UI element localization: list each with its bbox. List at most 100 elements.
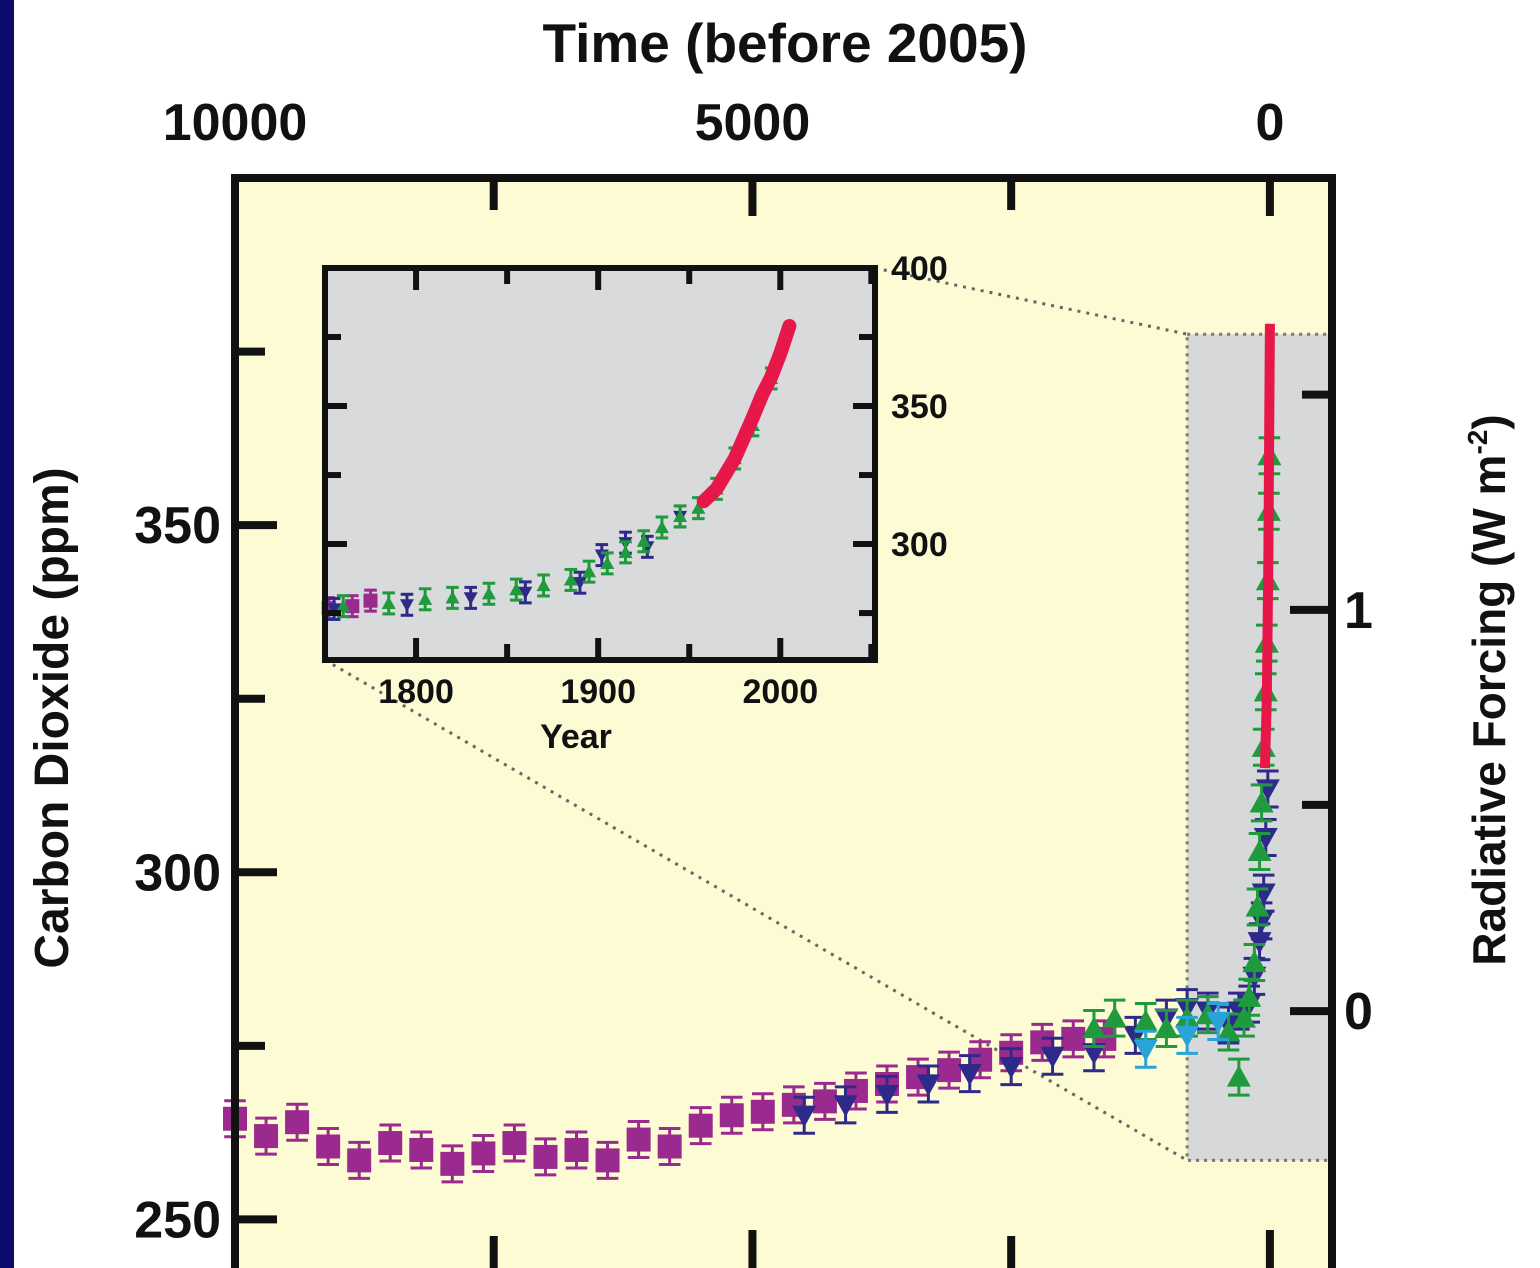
main-instrumental-line (1259, 323, 1275, 769)
main-series-4-point-3-marker (1206, 1011, 1231, 1034)
main-series-1-point-2-marker (254, 1124, 279, 1149)
main-series-1-point-6-marker (378, 1131, 403, 1156)
top-axis-tick-label-5000: 5000 (695, 94, 811, 152)
main-series-2-point-4 (916, 1064, 941, 1104)
main-series-1-point-5-marker (347, 1148, 372, 1173)
main-series-1-point-14-marker (626, 1127, 651, 1152)
main-series-1-point-20-marker (812, 1089, 837, 1114)
inset-series-3-point-5-marker (481, 586, 496, 600)
main-series-3-point-14 (1249, 783, 1274, 823)
inset-y-tick-label-400: 400 (891, 250, 948, 288)
inset-series-2-point-4-marker (518, 586, 533, 600)
inset-series-3-point-3 (418, 587, 433, 612)
main-series-1-point-17-marker (719, 1103, 744, 1128)
inset-series-3-point-2-marker (381, 596, 396, 610)
main-series-1-point-16 (688, 1106, 713, 1146)
main-series-1-point-6 (378, 1123, 403, 1163)
inset-series-3-point-13 (654, 515, 669, 540)
right-axis-title-close: ) (1463, 414, 1515, 429)
inset-series-3-point-4 (445, 585, 460, 610)
inset-series-2-point-2 (399, 592, 414, 617)
main-series-1-point-8 (440, 1144, 465, 1184)
inset-series-3-point-15-marker (691, 501, 706, 514)
main-series-2-point-3-marker (874, 1084, 899, 1107)
main-series-1-point-5 (347, 1140, 372, 1180)
main-series-4-point-2-marker (1175, 1025, 1200, 1048)
inset-series-layer (321, 318, 797, 621)
main-series-1-point-10-marker (502, 1131, 527, 1156)
main-series-1-point-8-marker (440, 1151, 465, 1176)
inset-series-3-point-8 (563, 567, 578, 592)
main-series-3-point-9-marker (1232, 1006, 1257, 1028)
inset-series-3-point-12 (636, 529, 651, 554)
main-series-3-point-12-marker (1245, 894, 1270, 917)
main-series-1-point-14 (626, 1120, 651, 1160)
main-series-1-point-24-marker (937, 1058, 962, 1083)
main-series-1-point-11 (533, 1137, 558, 1177)
main-series-1-point-12-marker (564, 1137, 589, 1162)
main-series-4-point-3 (1206, 1002, 1231, 1042)
main-series-3-point-2 (1102, 998, 1127, 1038)
main-series-1-point-9 (471, 1133, 496, 1173)
inset-axes-layer: 1800 1900 2000 300 350 400 (322, 250, 948, 711)
left-axis-tick-label-300: 300 (134, 844, 221, 902)
main-series-3-point-8-marker (1226, 1065, 1251, 1087)
main-series-1-point-7-marker (409, 1137, 434, 1162)
inset-series-3-point-14 (673, 504, 688, 529)
right-axis-title-superscript: -2 (1462, 430, 1493, 455)
main-series-2-point-5-marker (957, 1064, 982, 1086)
inset-series-3-point-10 (600, 551, 615, 576)
main-series-1-point-12 (564, 1130, 589, 1170)
inset-series-3-point-9 (582, 559, 597, 584)
right-axis-title: Radiative Forcing (W m-2) (1462, 414, 1515, 965)
inset-x-tick-label-2000: 2000 (742, 673, 818, 711)
main-series-2-point-1-marker (792, 1105, 817, 1128)
inset-series-3-point-3-marker (418, 592, 433, 605)
main-series-1-point-15-marker (657, 1134, 682, 1159)
inset-series-3-point-5 (481, 581, 496, 606)
inset-series-2-point-2-marker (399, 599, 414, 612)
inset-series-3-point-14-marker (673, 509, 688, 523)
main-series-1-point-10 (502, 1123, 527, 1163)
main-series-1-point-15 (657, 1127, 682, 1167)
main-series-1-point-4-marker (316, 1134, 341, 1159)
main-series-4-point-1 (1133, 1029, 1158, 1069)
inset-x-tick-label-1800: 1800 (378, 673, 454, 711)
main-series-3-point-3-marker (1133, 1009, 1158, 1032)
main-series-1-point-11-marker (533, 1144, 558, 1169)
main-series-3-point-10-marker (1237, 985, 1262, 1007)
inset-series-3-point-11 (618, 540, 633, 565)
top-axis-tick-label-0: 0 (1255, 94, 1284, 152)
zoom-line-bottom (324, 658, 1188, 1162)
main-series-4 (1133, 1002, 1231, 1069)
inset-series-3-point-10-marker (600, 556, 615, 569)
main-series-1-point-28 (1061, 1019, 1086, 1059)
right-axis-tick-label-0: 0 (1344, 983, 1373, 1041)
main-series-1-point-27 (1030, 1022, 1055, 1062)
main-series-2-point-7-marker (1040, 1046, 1065, 1069)
main-series-1-point-7 (409, 1130, 434, 1170)
inset-series-2-point-1-marker (327, 603, 342, 616)
main-series-2-point-6-marker (999, 1057, 1024, 1079)
inset-series-3-point-12-marker (636, 534, 651, 547)
main-series-2-point-3 (874, 1074, 899, 1114)
inset-y-tick-label-350: 350 (891, 388, 948, 426)
main-axes-layer: 10000 5000 0 250 300 350 0 1 (134, 94, 1373, 1268)
main-series-1-point-28-marker (1061, 1026, 1086, 1051)
main-series-2-point-8-marker (1081, 1043, 1106, 1065)
inset-series-2-point-5 (572, 570, 587, 595)
zoom-connector-lines (324, 266, 1188, 1162)
main-series-2-point-5 (957, 1054, 982, 1094)
main-series-3-point-1 (1081, 1008, 1106, 1048)
main-series-3-point-14-marker (1249, 790, 1274, 813)
inset-x-axis-title: Year (540, 718, 612, 756)
main-series-1-point-3-marker (285, 1110, 310, 1135)
inset-x-tick-label-1900: 1900 (560, 673, 636, 711)
main-series-1-point-9-marker (471, 1141, 496, 1166)
inset-series-2-point-3-marker (463, 592, 478, 605)
main-series-3-point-4-marker (1154, 1016, 1179, 1039)
main-series-1-point-13 (595, 1140, 620, 1180)
main-series-1-point-20 (812, 1081, 837, 1121)
